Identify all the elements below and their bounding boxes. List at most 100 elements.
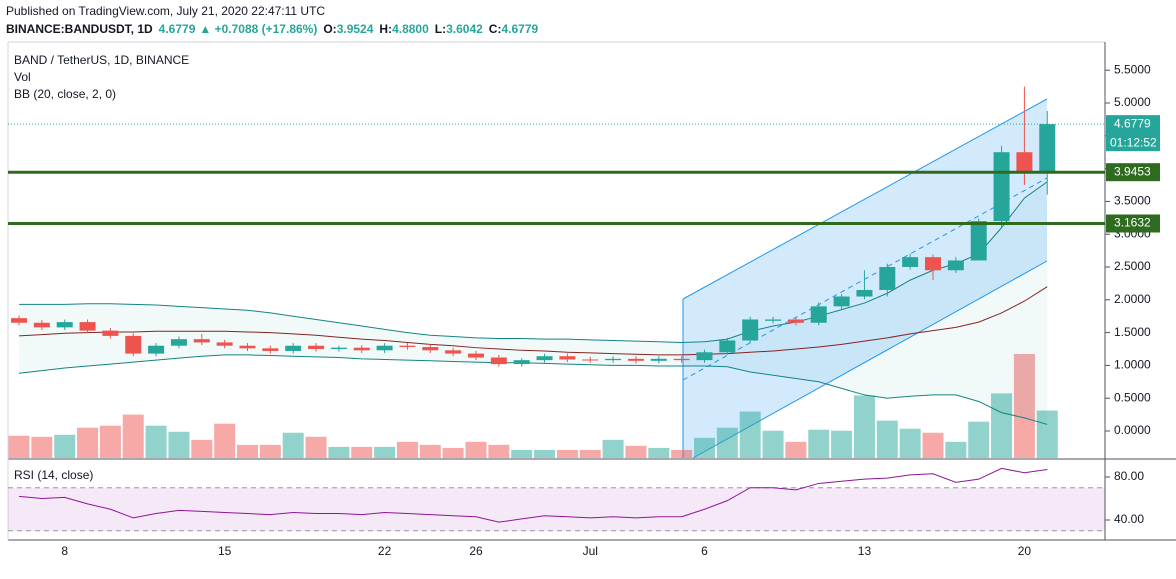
- candle-body: [308, 345, 325, 349]
- candle-body: [33, 322, 50, 328]
- x-tick-label: 26: [469, 544, 483, 558]
- candle-body: [490, 357, 507, 365]
- volume-bar: [762, 430, 784, 458]
- volume-bar: [625, 445, 647, 458]
- candle-body: [56, 322, 73, 328]
- candle-body: [582, 359, 599, 361]
- level-tag: [1106, 214, 1160, 233]
- ohlc-value: 4.8800: [392, 22, 429, 36]
- volume-bar: [853, 395, 875, 458]
- volume-bar: [1013, 354, 1035, 458]
- candle-body: [696, 352, 713, 361]
- volume-bar: [648, 447, 670, 458]
- volume-bar: [511, 449, 533, 458]
- candle-body: [11, 318, 27, 323]
- rsi-title: RSI (14, close): [14, 468, 93, 482]
- candle-body: [947, 260, 964, 271]
- candle-body: [970, 221, 987, 261]
- volume-bar: [808, 429, 830, 458]
- rsi-tick-label: 40.00: [1114, 512, 1144, 526]
- volume-bar: [716, 427, 738, 458]
- x-tick-label: 20: [1018, 544, 1032, 558]
- volume-bar: [671, 449, 693, 458]
- bb-fill: [19, 181, 1048, 425]
- rsi-band: [8, 487, 1105, 531]
- candle-body: [856, 289, 873, 297]
- candle-body: [216, 342, 233, 346]
- volume-bar: [694, 437, 715, 458]
- volume-bar: [259, 444, 281, 458]
- change: ▲ +0.7088 (+17.86%): [199, 22, 317, 36]
- volume-bar: [77, 427, 99, 458]
- candle-body: [422, 347, 439, 351]
- ohlc-value: 3.9524: [337, 22, 374, 36]
- candle-body: [170, 339, 187, 346]
- y-tick-label: 5.5000: [1114, 62, 1151, 76]
- candle-body: [925, 257, 941, 271]
- candle-body: [559, 356, 576, 360]
- bb-basis: [18, 286, 1048, 356]
- volume-bar: [899, 428, 921, 458]
- legend-vol: Vol: [14, 70, 31, 84]
- candle-body: [787, 319, 804, 323]
- bb-lower: [18, 354, 1048, 425]
- volume-bar: [876, 420, 898, 458]
- ohlc-value: 3.6042: [446, 22, 483, 36]
- bb-upper: [19, 181, 1048, 343]
- volume-bar: [442, 447, 464, 458]
- volume-bar: [419, 444, 441, 458]
- candle-body: [993, 152, 1010, 222]
- level-tag: [1106, 163, 1160, 182]
- countdown: 01:12:52: [1110, 135, 1157, 149]
- candle-body: [102, 330, 119, 336]
- candle-body: [513, 360, 530, 365]
- x-tick-label: 22: [378, 544, 392, 558]
- ohlc-label: L:: [435, 22, 446, 36]
- candle-body: [79, 322, 96, 331]
- candle-body: [765, 319, 782, 321]
- channel-midline: [682, 177, 1048, 381]
- y-tick-label: 3.5000: [1114, 194, 1151, 208]
- candle-body: [902, 257, 919, 267]
- volume-bar: [145, 425, 167, 458]
- candle-body: [262, 348, 279, 351]
- volume-bar: [351, 446, 373, 458]
- volume-bar: [214, 423, 236, 458]
- candle-body: [1016, 152, 1033, 172]
- candle-body: [627, 358, 644, 361]
- candle-body: [742, 319, 759, 341]
- candle-body: [879, 267, 896, 290]
- y-tick-label: 0.5000: [1114, 390, 1151, 404]
- candle-body: [536, 356, 553, 361]
- x-tick-label: Jul: [583, 544, 598, 558]
- candle-body: [673, 358, 690, 361]
- volume-bar: [99, 425, 121, 458]
- candle-body: [468, 353, 484, 358]
- volume-bar: [8, 435, 30, 458]
- candle-body: [148, 345, 165, 354]
- y-tick-label: 2.5000: [1114, 259, 1151, 273]
- volume-bar: [396, 441, 418, 458]
- candle-body: [810, 306, 827, 323]
- volume-bar: [54, 434, 76, 458]
- volume-bar: [831, 430, 853, 458]
- volume-bar: [922, 432, 944, 458]
- y-tick-label: 1.0000: [1114, 358, 1151, 372]
- volume-bar: [465, 441, 487, 458]
- last-price-tag: [1106, 115, 1160, 152]
- candle-body: [125, 335, 142, 354]
- volume-bar: [168, 431, 190, 458]
- volume-bar: [1036, 410, 1058, 458]
- ohlc-label: C:: [489, 22, 502, 36]
- ohlc-label: O:: [323, 22, 336, 36]
- y-tick-label: 0.0000: [1114, 423, 1151, 437]
- volume-bar: [945, 441, 967, 458]
- y-tick-label: 5.0000: [1114, 95, 1151, 109]
- candle-body: [605, 358, 622, 361]
- channel-line: [682, 98, 1048, 300]
- candle-body: [833, 296, 850, 307]
- y-tick-label: 2.0000: [1114, 292, 1151, 306]
- volume-bar: [374, 446, 396, 458]
